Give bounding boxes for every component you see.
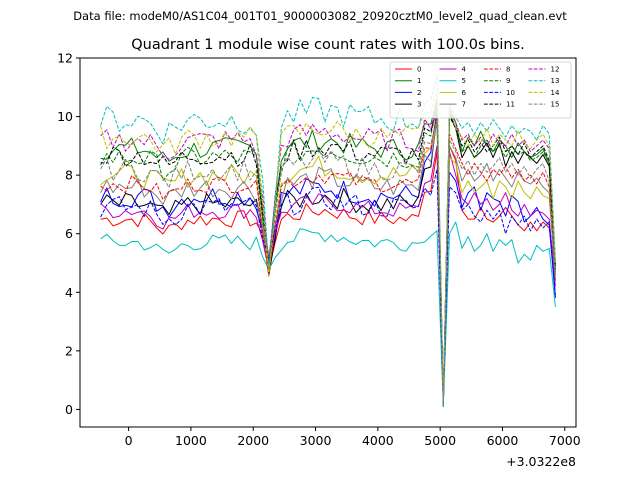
series-line-9	[100, 104, 556, 402]
legend-label-2: 2	[417, 89, 421, 97]
legend-label-4: 4	[462, 66, 467, 74]
series-line-8	[100, 113, 556, 405]
legend-label-6: 6	[462, 89, 467, 97]
x-tick-label: 1000	[175, 433, 207, 448]
x-tick-label: 6000	[487, 433, 519, 448]
series-line-2	[100, 110, 556, 405]
axes-frame	[79, 57, 577, 428]
x-tick-label: 0	[125, 433, 133, 448]
series-line-0	[100, 145, 556, 405]
x-tick-label: 5000	[424, 433, 456, 448]
legend-label-1: 1	[417, 77, 421, 85]
plot-area	[100, 75, 556, 407]
series-line-1	[100, 98, 556, 402]
legend-label-12: 12	[551, 66, 560, 74]
legend-label-13: 13	[551, 77, 560, 85]
series-lines	[100, 75, 556, 407]
legend-label-15: 15	[551, 101, 560, 109]
x-tick-label: 4000	[362, 433, 394, 448]
series-line-12	[100, 101, 556, 402]
series-line-7	[100, 119, 556, 405]
legend-label-14: 14	[551, 89, 560, 97]
series-line-14	[100, 89, 556, 402]
y-tick-label: 12	[57, 51, 73, 66]
suptitle: Data file: modeM0/AS1C04_001T01_90000030…	[73, 9, 567, 23]
legend-label-0: 0	[417, 66, 421, 74]
series-line-13	[100, 75, 556, 407]
legend-label-3: 3	[417, 101, 421, 109]
legend-label-11: 11	[506, 101, 515, 109]
y-tick-label: 6	[65, 226, 73, 241]
y-tick-label: 10	[57, 109, 73, 124]
legend-label-9: 9	[506, 77, 510, 85]
series-line-4	[100, 145, 556, 405]
legend-label-5: 5	[462, 77, 466, 85]
y-tick-label: 4	[65, 285, 73, 300]
y-tick-label: 8	[65, 168, 73, 183]
series-line-3	[100, 113, 556, 407]
series-line-15	[100, 119, 556, 405]
legend-label-8: 8	[506, 66, 510, 74]
y-tick-label: 0	[65, 402, 73, 417]
legend-label-7: 7	[462, 101, 466, 109]
y-tick-label: 2	[65, 343, 73, 358]
series-line-6	[100, 121, 556, 405]
legend-box	[389, 61, 572, 119]
x-offset-text: +3.0322e8	[506, 454, 576, 469]
x-tick-label: 3000	[300, 433, 332, 448]
x-tick-label: 2000	[237, 433, 269, 448]
chart-title: Quadrant 1 module wise count rates with …	[131, 37, 525, 53]
legend-label-10: 10	[506, 89, 515, 97]
series-line-11	[100, 107, 556, 402]
x-tick-label: 7000	[549, 433, 581, 448]
series-line-5	[100, 221, 556, 407]
series-line-10	[100, 168, 556, 405]
